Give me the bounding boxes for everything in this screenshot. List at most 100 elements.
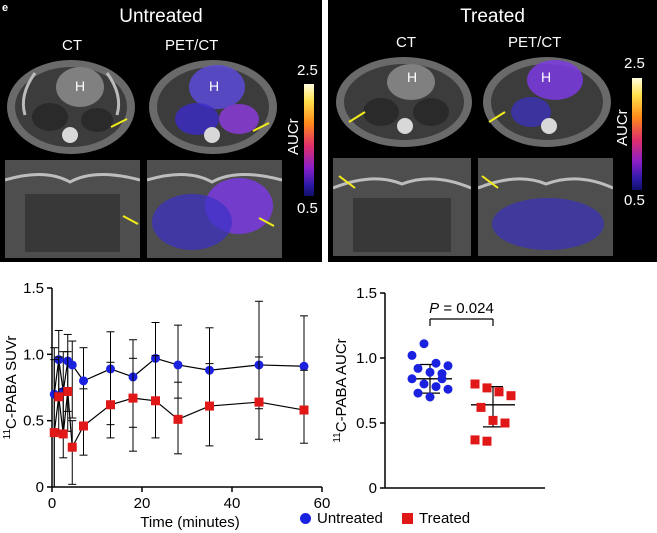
treated-point — [254, 397, 264, 407]
untreated-ct-heart-label: H — [75, 78, 85, 94]
treated-point — [299, 405, 309, 415]
treated-colorbar-title: AUCr — [614, 109, 631, 146]
treated-point — [49, 428, 59, 438]
treated-ct-label: CT — [396, 34, 416, 51]
suvr-line-chart: 0 0.5 1.0 1.5 0 20 40 60 Time (minutes) 11C-PABA … — [2, 280, 331, 531]
treated-point — [106, 400, 115, 410]
y-axis-title: 11C-PABA SUVr — [2, 336, 20, 440]
untreated-ct-coronal-scan — [5, 160, 140, 258]
legend-untreated-label: Untreated — [317, 510, 383, 527]
y-tick-label: 1.5 — [23, 280, 44, 297]
treated-point — [500, 418, 510, 428]
treated-point — [482, 436, 492, 446]
treated-point — [470, 379, 480, 389]
treated-ct-heart-label: H — [407, 69, 417, 85]
y-tick-label: 0 — [36, 479, 44, 496]
treated-petct-label: PET/CT — [508, 34, 562, 51]
y-tick-label: 1.5 — [356, 285, 377, 302]
untreated-point — [425, 367, 435, 377]
untreated-colorbar-title: AUCr — [285, 118, 302, 155]
untreated-point — [407, 374, 417, 384]
untreated-point — [431, 358, 441, 368]
untreated-ct-axial-scan: H — [7, 60, 135, 154]
untreated-point — [443, 384, 453, 394]
arrow-icon — [122, 215, 139, 225]
untreated-point — [413, 388, 423, 398]
p-value-annotation: P = 0.024 — [429, 300, 494, 317]
untreated-point — [67, 360, 77, 370]
treated-point — [128, 393, 138, 403]
treated-point — [205, 401, 214, 411]
legend-untreated: Untreated — [300, 510, 383, 527]
x-tick-label: 20 — [134, 495, 151, 512]
figure-label: e — [2, 2, 9, 14]
x-tick-label: 0 — [48, 495, 56, 512]
legend-untreated-marker — [300, 513, 311, 524]
arrow-icon — [258, 217, 275, 227]
arrow-icon — [348, 111, 366, 123]
y-tick-label: 1.0 — [356, 350, 377, 367]
treated-point — [494, 387, 504, 397]
x-tick-label: 40 — [224, 495, 241, 512]
untreated-point — [419, 339, 429, 349]
untreated-point — [413, 363, 423, 373]
treated-point — [482, 383, 492, 393]
treated-title: Treated — [460, 6, 525, 27]
y-tick-label: 0 — [369, 480, 377, 497]
aucr-scatter-chart: 0 0.5 1.0 1.5 11C-PABA AUCr P = 0.024 — [332, 285, 545, 497]
treated-point — [63, 386, 73, 396]
y-tick-label: 1.0 — [23, 346, 44, 363]
x-tick-label: 60 — [314, 495, 331, 512]
untreated-colorbar-max: 2.5 — [297, 62, 318, 79]
arrow-icon — [252, 122, 270, 132]
legend-treated-marker — [402, 513, 413, 524]
treated-point — [506, 391, 516, 401]
treated-point — [58, 429, 68, 439]
treated-ct-axial-scan: H — [336, 57, 472, 147]
treated-colorbar-max: 2.5 — [624, 55, 645, 72]
untreated-point — [443, 361, 453, 371]
arrow-icon — [488, 111, 506, 123]
untreated-point — [425, 392, 435, 402]
treated-petct-coronal-scan — [478, 158, 613, 256]
untreated-colorbar-min: 0.5 — [297, 200, 318, 217]
untreated-petct-coronal-scan — [147, 160, 282, 258]
treated-point — [54, 392, 64, 402]
treated-petct-axial-scan: H — [483, 57, 611, 147]
untreated-ct-label: CT — [62, 37, 82, 54]
untreated-point — [79, 376, 88, 386]
untreated-point — [419, 379, 429, 389]
treated-point — [67, 442, 77, 452]
y-tick-label: 0.5 — [356, 415, 377, 432]
untreated-petct-label: PET/CT — [165, 37, 219, 54]
untreated-petct-axial-scan: H — [149, 60, 277, 154]
arrow-icon — [110, 118, 128, 128]
treated-point — [173, 414, 183, 424]
untreated-colorbar — [304, 84, 314, 196]
treated-petct-heart-label: H — [541, 69, 551, 85]
untreated-point — [431, 382, 441, 392]
treated-point — [151, 396, 160, 406]
treated-point — [476, 402, 486, 412]
untreated-panel: e Untreated CT PET/CT H H 2.5 — [0, 0, 322, 262]
treated-point — [470, 435, 480, 445]
y-tick-label: 0.5 — [23, 413, 44, 430]
y-axis-title: 11C-PABA AUCr — [332, 338, 350, 442]
treated-colorbar — [632, 78, 642, 190]
untreated-title: Untreated — [119, 6, 203, 27]
treated-point — [79, 421, 88, 431]
treated-colorbar-min: 0.5 — [624, 192, 645, 209]
treated-panel: Treated CT PET/CT H H 2.5 AUCr 0.5 — [328, 0, 657, 262]
untreated-point — [437, 374, 447, 384]
x-axis-title: Time (minutes) — [140, 514, 239, 531]
untreated-petct-heart-label: H — [209, 78, 219, 94]
legend-treated-label: Treated — [419, 510, 471, 527]
untreated-point — [299, 361, 309, 371]
arrow-icon — [338, 175, 356, 189]
arrow-icon — [481, 175, 499, 189]
untreated-point — [173, 360, 183, 370]
treated-point — [488, 415, 498, 425]
untreated-point — [407, 350, 417, 360]
treated-ct-coronal-scan — [333, 158, 471, 256]
legend-treated: Treated — [402, 510, 470, 527]
